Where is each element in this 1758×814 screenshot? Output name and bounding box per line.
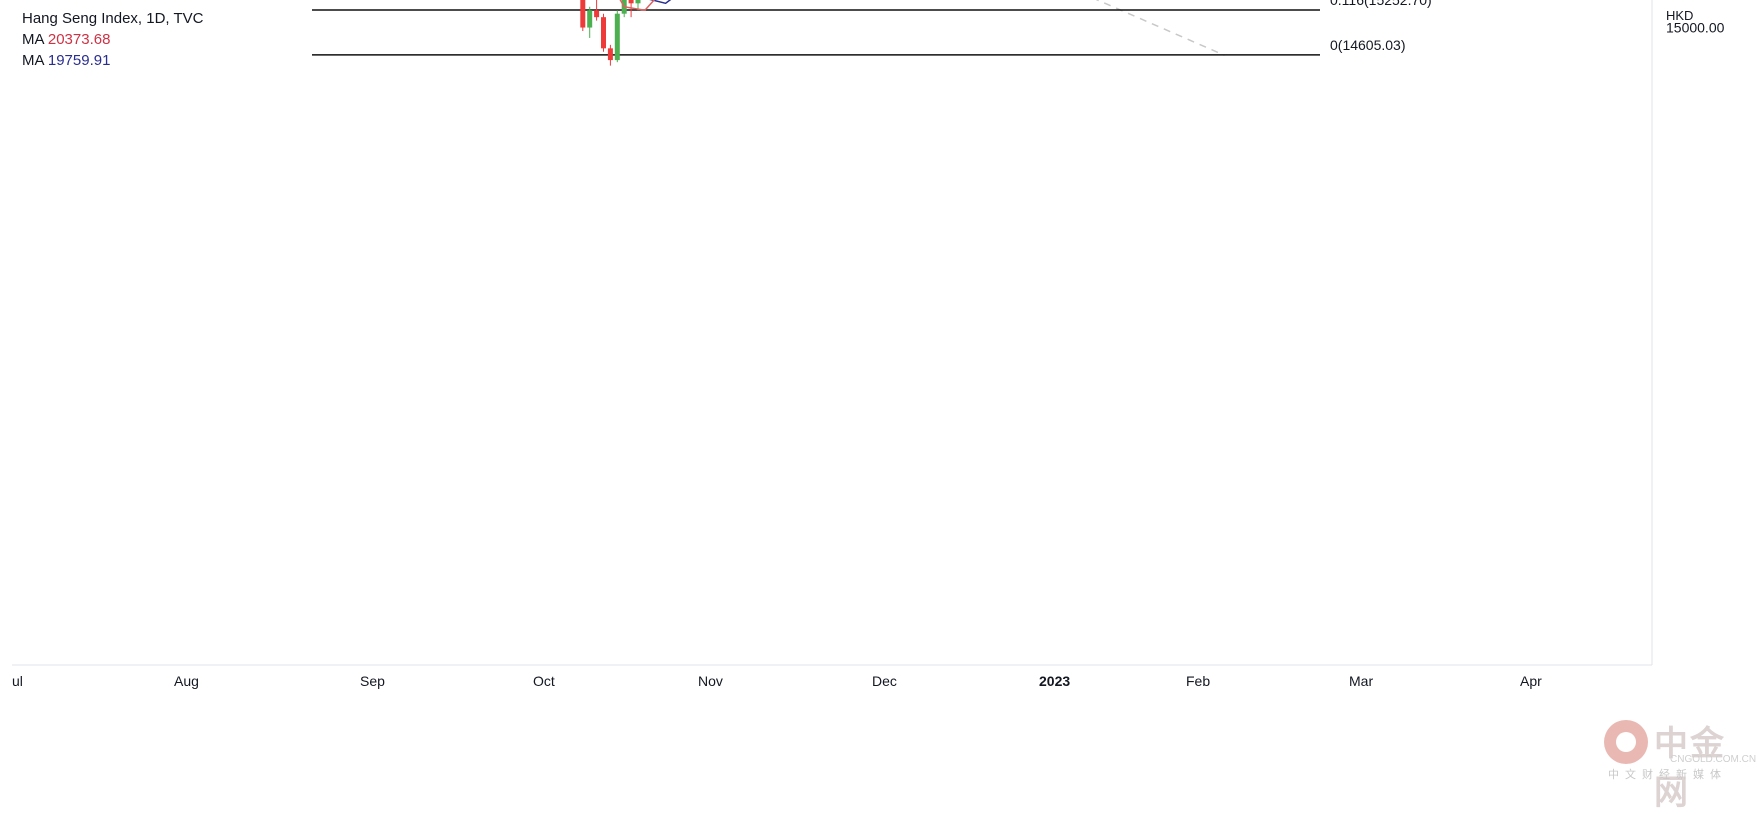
y-axis-currency: HKD — [1666, 8, 1693, 23]
candle — [580, 0, 586, 32]
candle — [587, 6, 593, 38]
x-tick-label: Apr — [1520, 673, 1542, 689]
candle-body — [607, 48, 613, 61]
candle-body — [601, 17, 606, 49]
x-tick-label: Dec — [872, 673, 897, 689]
watermark-text-cn: 中金网 — [1654, 725, 1726, 812]
fib-level-label: 0.116(15252.70) — [1330, 0, 1432, 8]
y-axis: HKD15000.0015500.0016000.0016500.0017000… — [1666, 0, 1725, 36]
legend-title: Hang Seng Index, 1D, TVC — [22, 10, 204, 27]
x-axis: ul Aug Sep Oct Nov Dec 2023 Feb Mar Apr — [12, 673, 1542, 689]
price-chart[interactable]: HKD15000.0015500.0016000.0016500.0017000… — [0, 0, 1758, 787]
candle — [607, 44, 613, 66]
ma-fast-value: 20373.68 — [47, 31, 111, 48]
candle-body — [580, 0, 586, 28]
x-tick-label: Mar — [1349, 673, 1373, 689]
trendline — [1095, 0, 1225, 56]
chart-legend: Hang Seng Index, 1D, TVC MA 20373.68 MA … — [22, 8, 204, 71]
watermark-text-en: CNGOLD.COM.CN — [1670, 754, 1757, 765]
x-tick-label: 2023 — [1039, 673, 1070, 689]
ma-slow-line — [649, 0, 672, 5]
ma-slow-value: 19759.91 — [47, 52, 111, 69]
x-tick-label: Oct — [533, 673, 555, 689]
candle — [628, 0, 634, 18]
ma-fast-label: MA — [22, 31, 44, 48]
x-tick-label: ul — [12, 673, 23, 689]
candle-body — [594, 10, 600, 18]
candle-body — [587, 10, 593, 28]
legend-ma-slow: MA 19759.91 — [22, 50, 204, 71]
fib-level-label: 0(14605.03) — [1330, 37, 1406, 53]
y-tick-label: 15500.00 — [1666, 0, 1725, 1]
legend-ma-fast: MA 20373.68 — [22, 29, 204, 50]
watermark-logo-icon — [1604, 720, 1648, 764]
ma-slow-label: MA — [22, 52, 44, 69]
x-tick-label: Nov — [698, 673, 723, 689]
x-tick-label: Feb — [1186, 673, 1210, 689]
x-tick-label: Aug — [174, 673, 199, 689]
candle-body — [614, 13, 620, 61]
fib-levels: 1.618(23638.97)1.5(22980.12)1.386(22343.… — [312, 0, 1432, 56]
candle — [614, 10, 620, 63]
x-tick-label: Sep — [360, 673, 385, 689]
candle — [594, 0, 600, 21]
candle — [635, 0, 641, 11]
candle — [601, 13, 606, 52]
watermark-subtitle: 中文财经新媒体 — [1608, 769, 1727, 781]
y-tick-label: 15000.00 — [1666, 20, 1725, 36]
candle-body — [635, 0, 641, 4]
candle-body — [628, 0, 634, 4]
watermark: 中金网 CNGOLD.COM.CN 中文财经新媒体 — [1604, 712, 1757, 812]
